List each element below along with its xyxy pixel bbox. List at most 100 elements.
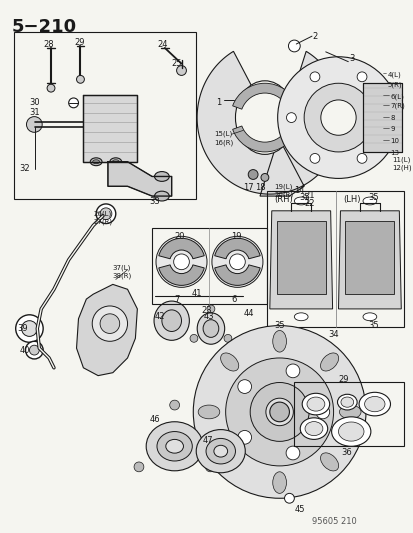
Circle shape [26,341,43,359]
Text: 34: 34 [328,330,339,340]
Text: 2: 2 [311,32,316,41]
Text: 8: 8 [389,115,394,120]
Text: 20: 20 [174,232,185,241]
Text: 31: 31 [29,108,40,117]
Circle shape [100,314,119,334]
Text: 7: 7 [174,295,180,304]
Text: 23: 23 [201,306,211,315]
Circle shape [277,56,399,179]
Circle shape [284,494,294,503]
Circle shape [304,83,372,152]
Wedge shape [214,265,259,285]
Circle shape [229,254,244,270]
Ellipse shape [109,158,121,166]
Ellipse shape [166,439,183,453]
Text: (RH): (RH) [274,195,293,204]
Text: 43: 43 [204,312,214,321]
Ellipse shape [154,172,169,181]
Bar [294,383,403,446]
Polygon shape [76,285,137,376]
Circle shape [380,112,389,123]
Polygon shape [108,161,171,196]
Bar [266,191,403,327]
Circle shape [248,169,257,180]
Ellipse shape [362,197,376,205]
Polygon shape [276,221,325,294]
Text: 42: 42 [154,312,165,321]
Ellipse shape [337,394,356,410]
Text: 22: 22 [304,199,314,208]
Text: 19(L): 19(L) [274,183,292,190]
Wedge shape [158,265,204,285]
Text: 13: 13 [389,150,399,156]
Text: 32: 32 [19,164,30,173]
Ellipse shape [358,392,389,416]
Circle shape [356,154,366,163]
Ellipse shape [320,453,338,471]
Circle shape [309,72,319,82]
Circle shape [260,174,268,181]
Ellipse shape [93,160,100,164]
Polygon shape [83,95,137,161]
Ellipse shape [90,158,102,166]
Ellipse shape [197,313,224,344]
Circle shape [269,402,289,422]
Circle shape [193,326,365,498]
Circle shape [169,400,179,410]
Wedge shape [158,238,204,259]
Circle shape [249,383,309,441]
Text: 3: 3 [349,54,354,63]
Circle shape [92,306,127,341]
Ellipse shape [272,330,286,352]
Circle shape [173,254,189,270]
Text: 10: 10 [389,138,399,144]
Ellipse shape [154,191,169,201]
Ellipse shape [214,445,227,457]
Text: 33: 33 [149,197,159,206]
Circle shape [309,154,319,163]
Text: 4(L): 4(L) [387,71,400,78]
Polygon shape [269,211,332,309]
Polygon shape [344,221,394,294]
Ellipse shape [294,313,307,321]
Ellipse shape [340,397,353,407]
Text: 15(L): 15(L) [214,131,232,137]
Wedge shape [232,83,297,109]
Text: 40: 40 [19,346,30,355]
Text: 14: 14 [294,186,304,195]
Ellipse shape [146,422,203,471]
Text: 36: 36 [341,448,351,457]
Text: (LH): (LH) [342,195,360,204]
Circle shape [211,236,262,287]
Text: 9: 9 [389,126,394,132]
Wedge shape [214,238,259,259]
Circle shape [76,75,84,83]
Text: 45: 45 [294,505,304,514]
Text: 27(R): 27(R) [93,219,112,225]
Text: 95605 210: 95605 210 [311,517,356,526]
Ellipse shape [294,197,307,205]
Text: 24: 24 [157,40,167,49]
Circle shape [237,431,251,444]
Circle shape [265,398,293,426]
Circle shape [21,321,37,336]
Text: 21: 21 [304,191,314,200]
Text: 6(L): 6(L) [389,93,404,100]
Text: 16(R): 16(R) [214,139,233,146]
Text: 11(L): 11(L) [392,157,410,163]
Circle shape [156,236,206,287]
Circle shape [225,358,333,466]
Text: 41: 41 [191,289,201,298]
Ellipse shape [299,418,327,439]
Text: 17: 17 [243,183,253,192]
Text: 20(R): 20(R) [274,191,293,198]
Circle shape [29,345,39,355]
Circle shape [47,84,55,92]
Text: 6: 6 [231,295,236,304]
Ellipse shape [306,397,324,411]
Ellipse shape [272,472,286,494]
Ellipse shape [220,453,238,471]
Ellipse shape [198,405,219,419]
Ellipse shape [331,417,370,446]
Text: 35: 35 [274,321,285,330]
